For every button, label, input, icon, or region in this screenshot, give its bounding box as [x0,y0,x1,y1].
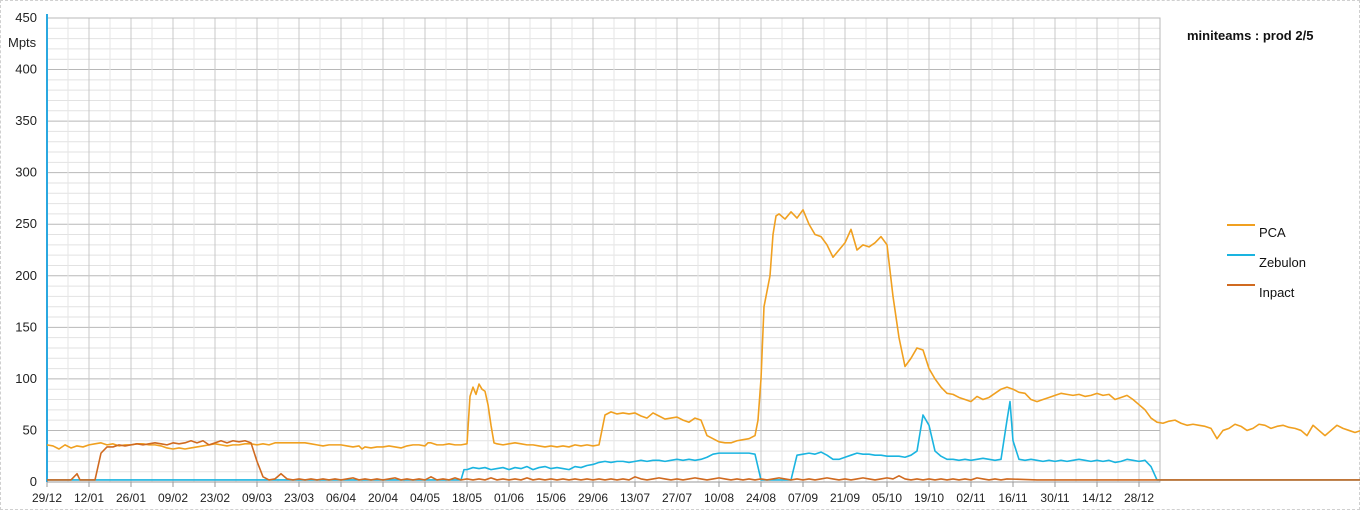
x-tick-label: 09/02 [158,491,188,505]
x-tick-label: 29/06 [578,491,608,505]
x-axis: 29/12 12/01 26/01 09/02 23/02 09/03 23/03 06/04… [32,481,1160,505]
x-tick-label: 20/04 [368,491,398,505]
legend-label-zebulon: Zebulon [1259,254,1306,270]
plot-area-border [46,17,1161,483]
y-tick-label: 450 [15,10,37,25]
legend-item-zebulon: Zebulon [1227,252,1306,272]
y-tick-label: 350 [15,113,37,128]
x-tick-label: 04/05 [410,491,440,505]
y-tick-label: 100 [15,371,37,386]
x-tick-label: 23/02 [200,491,230,505]
x-tick-label: 05/10 [872,491,902,505]
series-group [46,208,1360,481]
x-tick-label: 06/04 [326,491,356,505]
y-tick-label: 300 [15,165,37,180]
legend-item-inpact: Inpact [1227,282,1294,302]
x-tick-label: 24/08 [746,491,776,505]
legend-item-pca: PCA [1227,222,1286,242]
y-tick-label: 150 [15,319,37,334]
legend-label-pca: PCA [1259,224,1286,240]
x-tick-label: 02/11 [956,491,985,505]
legend-swatch-zebulon [1227,254,1255,256]
y-tick-label: 250 [15,216,37,231]
y-tick-label: 0 [30,474,37,489]
x-tick-label: 18/05 [452,491,482,505]
x-tick-label: 29/12 [32,491,62,505]
x-tick-label: 12/01 [74,491,104,505]
x-tick-label: 23/03 [284,491,314,505]
legend-swatch-pca [1227,224,1255,226]
chart-title: miniteams : prod 2/5 [1187,28,1314,43]
x-tick-label: 26/01 [116,491,146,505]
legend-label-inpact: Inpact [1259,284,1295,300]
x-tick-label: 09/03 [242,491,272,505]
x-tick-label: 30/11 [1040,491,1069,505]
y-axis: 0 50 100 150 200 250 300 350 400 450 [15,10,48,489]
x-tick-label: 14/12 [1082,491,1112,505]
x-tick-label: 07/09 [788,491,818,505]
y-axis-label: Mpts [8,35,37,50]
x-tick-label: 13/07 [620,491,650,505]
grid [46,17,1161,483]
x-tick-label: 28/12 [1124,491,1154,505]
x-tick-label: 21/09 [830,491,860,505]
x-tick-label: 27/07 [662,491,692,505]
series-line-inpact [47,439,1360,481]
legend-swatch-inpact [1227,284,1255,286]
y-tick-label: 50 [23,422,37,437]
x-tick-label: 10/08 [704,491,734,505]
series-line-zebulon [47,400,1360,481]
x-tick-label: 15/06 [536,491,566,505]
y-tick-label: 200 [15,268,37,283]
y-tick-label: 400 [15,62,37,77]
x-tick-label: 19/10 [914,491,944,505]
x-tick-label: 01/06 [494,491,524,505]
series-line-pca [46,208,1360,450]
x-tick-label: 16/11 [998,491,1027,505]
